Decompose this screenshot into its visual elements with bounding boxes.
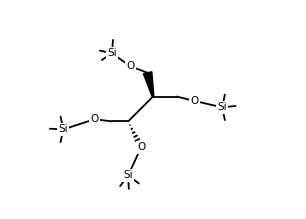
Text: O: O (137, 142, 145, 152)
Text: O: O (190, 96, 198, 106)
Text: O: O (91, 114, 99, 124)
Text: Si: Si (107, 48, 117, 58)
Text: Si: Si (123, 170, 133, 180)
Polygon shape (144, 72, 154, 97)
Text: Si: Si (58, 124, 68, 134)
Text: O: O (126, 61, 134, 71)
Text: Si: Si (217, 102, 227, 112)
